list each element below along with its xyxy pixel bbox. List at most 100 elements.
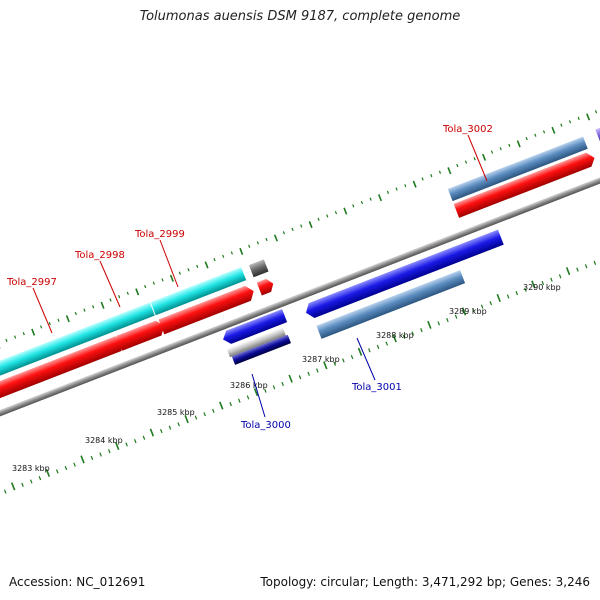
gene-feature-steel-1[interactable] — [447, 136, 588, 202]
tick-mark — [178, 271, 181, 275]
tick-mark — [402, 334, 406, 339]
tick-mark — [308, 220, 313, 229]
tick-mark — [576, 267, 579, 272]
tick-mark — [80, 455, 85, 464]
tick-mark — [584, 264, 588, 269]
tick-mark — [99, 452, 102, 457]
gene-feature-cyan-left[interactable] — [0, 302, 155, 417]
tick-mark — [447, 167, 452, 175]
tick-mark — [222, 254, 225, 258]
gene-feature-blue-1[interactable] — [221, 309, 288, 346]
tick-mark — [534, 133, 537, 137]
gene-feature-grey-small[interactable] — [248, 259, 269, 278]
tick-mark — [298, 375, 302, 380]
tick-mark — [229, 402, 232, 407]
gene-feature-navy[interactable] — [231, 334, 292, 365]
tick-mark — [472, 307, 475, 313]
lower-tick-ring — [3, 260, 597, 494]
tick-mark — [516, 140, 521, 148]
tick-mark — [593, 260, 597, 265]
tick-mark — [74, 311, 77, 316]
tick-mark — [246, 395, 250, 400]
tick-mark — [273, 234, 278, 242]
tick-mark — [265, 237, 268, 242]
tick-mark — [461, 307, 467, 316]
tick-mark — [531, 280, 536, 289]
tick-label: 3290 kbp — [523, 283, 561, 292]
tick-mark — [482, 153, 487, 161]
tick-mark — [10, 482, 16, 491]
tick-mark — [213, 258, 216, 262]
tick-mark — [204, 261, 209, 269]
tick-mark — [65, 315, 70, 323]
gene-leader-line — [32, 287, 53, 334]
gene-feature-red-cds-3[interactable] — [158, 284, 256, 335]
tick-mark — [464, 160, 468, 164]
tick-mark — [376, 344, 380, 350]
tick-mark — [386, 190, 390, 195]
gene-label[interactable]: Tola_3002 — [442, 124, 493, 135]
gene-feature-cyan-right[interactable] — [150, 267, 247, 316]
tick-mark — [144, 284, 147, 289]
tick-mark — [496, 293, 501, 303]
tick-mark — [326, 214, 329, 218]
tick-mark — [352, 204, 355, 208]
tick-mark — [291, 227, 294, 232]
gene-feature-red-cds-small[interactable] — [256, 277, 276, 296]
tick-mark — [253, 388, 259, 397]
gene-feature-red-cds-2[interactable] — [116, 318, 168, 351]
tick-mark — [92, 305, 95, 309]
tick-mark — [430, 173, 433, 178]
gene-feature-silver[interactable] — [226, 327, 286, 358]
gene-feature-steel-2[interactable] — [316, 270, 466, 339]
tick-mark — [230, 251, 233, 255]
tick-mark — [90, 455, 94, 461]
tick-mark — [446, 317, 449, 323]
tick-mark — [5, 338, 8, 343]
gene-label[interactable]: Tola_2999 — [134, 229, 185, 240]
tick-mark — [64, 465, 68, 471]
tick-mark — [334, 210, 338, 215]
gene-label[interactable]: Tola_3001 — [351, 382, 402, 393]
gene-label[interactable]: Tola_3000 — [240, 420, 291, 431]
tick-mark — [282, 231, 286, 235]
gene-label[interactable]: Tola_2998 — [74, 250, 125, 261]
tick-mark — [333, 361, 336, 366]
tick-mark — [238, 398, 241, 403]
tick-mark — [160, 428, 163, 434]
tick-mark — [506, 294, 510, 299]
tick-label: 3289 kbp — [449, 307, 487, 316]
tick-label: 3286 kbp — [230, 381, 268, 390]
gene-feature-red-cds-4[interactable] — [453, 150, 597, 218]
tick-mark — [177, 422, 180, 427]
gene-label[interactable]: Tola_2997 — [6, 277, 57, 288]
tick-label: 3283 kbp — [12, 464, 50, 473]
tick-mark — [542, 130, 546, 134]
tick-mark — [317, 217, 320, 221]
tick-mark — [551, 126, 556, 134]
tick-mark — [203, 412, 206, 417]
tick-mark — [369, 197, 372, 201]
tick-mark — [411, 331, 415, 336]
tick-labels: 3283 kbp 3284 kbp 3285 kbp 3286 kbp 3287 kbp… — [12, 283, 561, 473]
tick-mark — [421, 177, 424, 181]
tick-mark — [187, 268, 190, 272]
gene-feature-red-cds-1[interactable] — [0, 334, 126, 437]
tick-mark — [134, 439, 137, 444]
tick-mark — [395, 187, 398, 191]
tick-mark — [48, 321, 51, 326]
genome-stats-text: Topology: circular; Length: 3,471,292 bp… — [260, 575, 590, 589]
tick-mark — [560, 123, 563, 127]
tick-mark — [385, 341, 389, 346]
gene-feature-blue-2[interactable] — [303, 229, 504, 320]
tick-mark — [272, 385, 276, 390]
genome-title: Tolumonas auensis DSM 9187, complete gen… — [139, 9, 461, 24]
tick-mark — [316, 368, 319, 373]
tick-mark — [168, 425, 172, 430]
tick-mark — [3, 489, 7, 494]
tick-mark — [454, 314, 458, 319]
tick-mark — [377, 194, 383, 202]
tick-mark — [22, 332, 25, 336]
